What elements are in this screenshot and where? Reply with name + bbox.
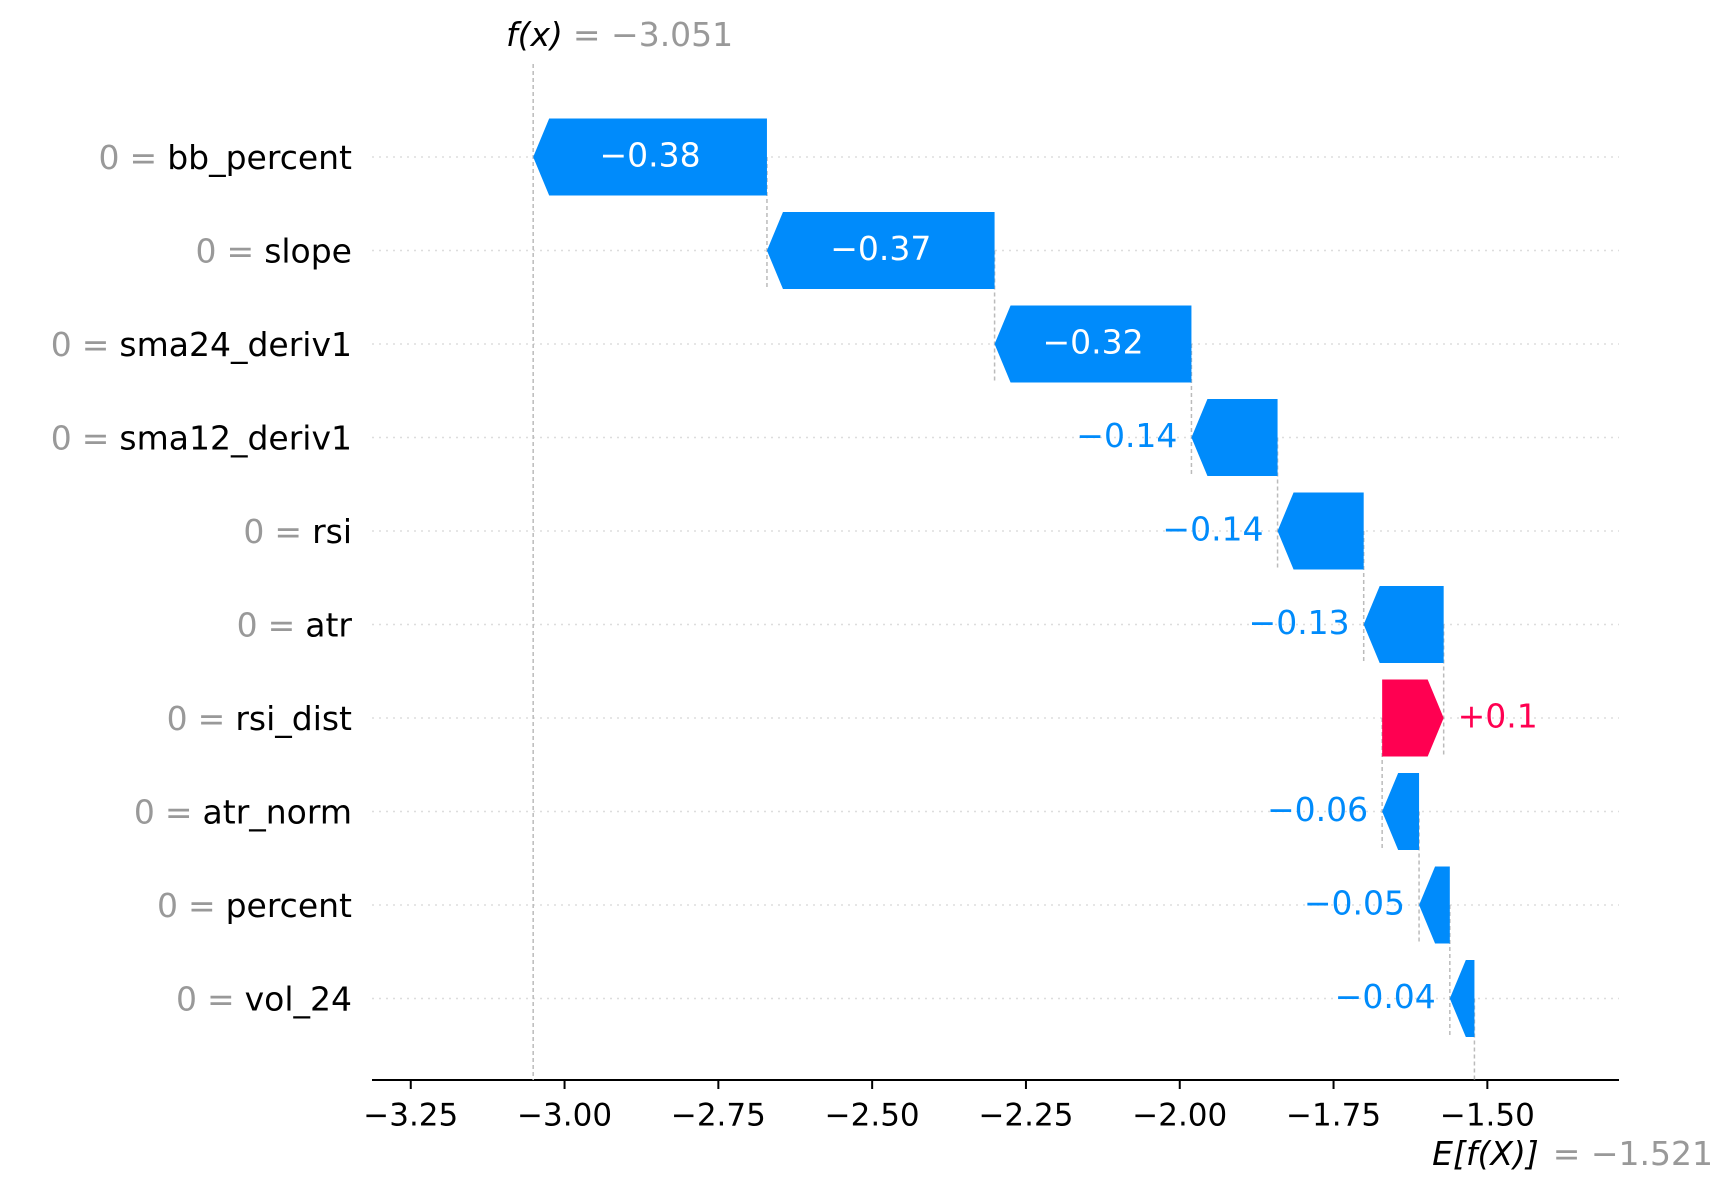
bar — [1191, 399, 1278, 476]
value-label: −0.38 — [599, 136, 700, 175]
value-label: −0.37 — [830, 229, 931, 268]
row-label: 0 = atr — [237, 605, 353, 644]
bar — [533, 118, 767, 196]
value-label: +0.1 — [1458, 697, 1538, 736]
row-label: 0 = atr_norm — [134, 792, 352, 831]
value-label: −0.14 — [1162, 510, 1263, 549]
bar — [1363, 586, 1444, 663]
fx-value: = −3.051 — [573, 15, 733, 54]
bar — [1382, 773, 1420, 850]
feature-value: 0 — [157, 886, 178, 925]
feature-value: 0 — [167, 699, 188, 738]
feature-value: 0 — [51, 325, 72, 364]
base-label: E[f(X)] = −1.521 — [1432, 1134, 1713, 1173]
fx-label: f(x) = −3.051 — [506, 15, 733, 54]
feature-name: atr_norm — [203, 792, 352, 831]
value-label: −0.13 — [1249, 603, 1350, 642]
separator: = — [268, 605, 296, 644]
separator: = — [82, 325, 110, 364]
row-label: 0 = bb_percent — [99, 138, 353, 177]
separator: = — [198, 699, 226, 738]
feature-value: 0 — [243, 512, 264, 551]
value-label: −0.32 — [1042, 323, 1143, 362]
x-tick-label: −2.25 — [978, 1098, 1073, 1134]
bar — [766, 212, 995, 289]
separator: = — [227, 231, 255, 270]
feature-name: rsi_dist — [235, 699, 352, 738]
separator: = — [130, 138, 158, 177]
x-tick-label: −3.00 — [517, 1098, 612, 1134]
feature-name: rsi — [312, 512, 352, 551]
x-tick-label: −2.75 — [671, 1098, 766, 1134]
row-label: 0 = sma24_deriv1 — [51, 325, 352, 364]
separator: = — [274, 512, 302, 551]
bar — [1449, 960, 1475, 1037]
separator: = — [188, 886, 216, 925]
feature-value: 0 — [51, 418, 72, 457]
bar — [1277, 492, 1364, 570]
x-tick-label: −1.50 — [1440, 1098, 1535, 1134]
base-value: = −1.521 — [1553, 1134, 1713, 1173]
base-name: E[f(X)] — [1432, 1134, 1539, 1173]
feature-value: 0 — [99, 138, 120, 177]
row-label: 0 = vol_24 — [176, 979, 352, 1018]
row-label: 0 = rsi_dist — [167, 699, 352, 738]
separator: = — [165, 792, 193, 831]
feature-name: vol_24 — [245, 979, 352, 1018]
bar — [1419, 866, 1450, 944]
feature-value: 0 — [134, 792, 155, 831]
value-label: −0.05 — [1304, 884, 1405, 923]
feature-name: slope — [264, 231, 352, 270]
feature-name: sma24_deriv1 — [119, 325, 352, 364]
feature-value: 0 — [237, 605, 258, 644]
feature-value: 0 — [176, 979, 197, 1018]
feature-name: bb_percent — [167, 138, 352, 177]
feature-name: atr — [305, 605, 352, 644]
row-label: 0 = slope — [196, 231, 352, 270]
x-tick-label: −3.25 — [363, 1098, 458, 1134]
feature-name: percent — [226, 886, 352, 925]
row-label: 0 = sma12_deriv1 — [51, 418, 352, 457]
value-label: −0.06 — [1267, 790, 1368, 829]
fx-name: f(x) — [506, 15, 563, 54]
separator: = — [207, 979, 235, 1018]
value-label: −0.04 — [1335, 977, 1436, 1016]
feature-name: sma12_deriv1 — [119, 418, 352, 457]
x-tick-label: −2.00 — [1132, 1098, 1227, 1134]
feature-value: 0 — [196, 231, 217, 270]
row-label: 0 = rsi — [243, 512, 352, 551]
x-tick-label: −2.50 — [825, 1098, 920, 1134]
row-label: 0 = percent — [157, 886, 352, 925]
value-label: −0.14 — [1076, 416, 1177, 455]
bar — [994, 305, 1192, 383]
x-tick-label: −1.75 — [1286, 1098, 1381, 1134]
separator: = — [82, 418, 110, 457]
bar — [1382, 679, 1444, 757]
